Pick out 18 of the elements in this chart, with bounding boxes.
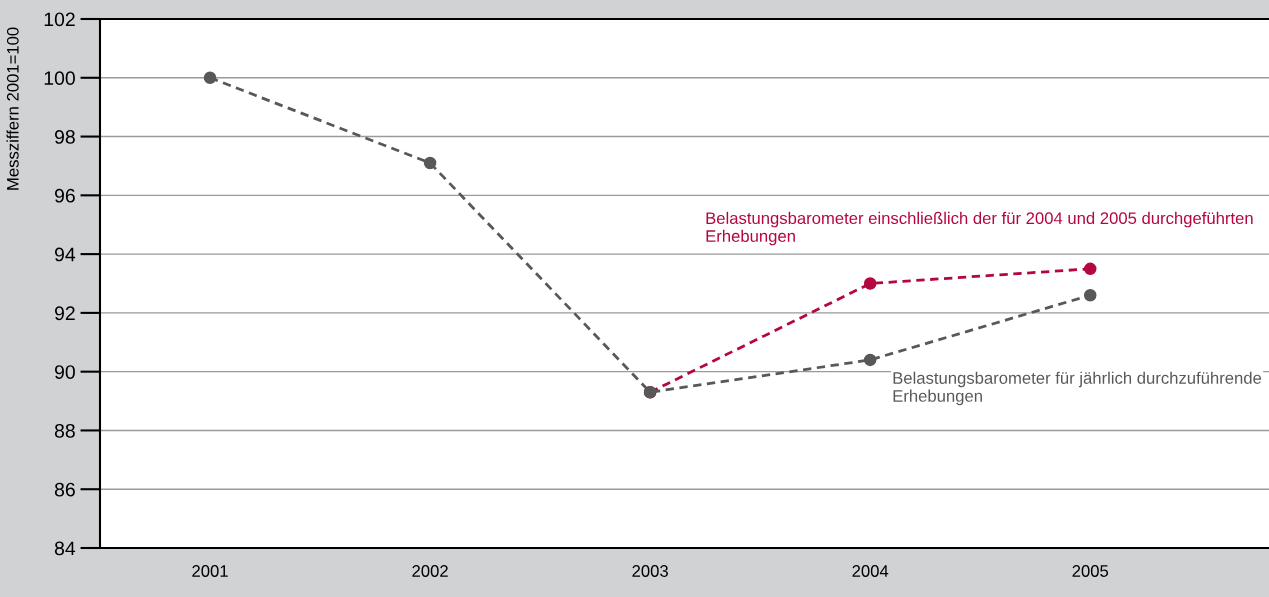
x-tick-label: 2003 xyxy=(632,565,668,577)
y-tick-label: 100 xyxy=(44,71,75,86)
y-tick-label: 94 xyxy=(54,247,76,262)
x-tick-label: 2001 xyxy=(192,565,228,577)
x-tick-label: 2002 xyxy=(412,565,448,577)
y-tick-label: 92 xyxy=(54,306,75,321)
x-tick-label: 2004 xyxy=(852,565,889,577)
y-tick-label: 102 xyxy=(44,12,75,27)
y-tick-label: 96 xyxy=(54,188,75,203)
y-tick-label: 84 xyxy=(54,541,76,556)
x-tick-label: 2005 xyxy=(1072,565,1109,577)
y-axis-title: Messziffern 2001=100 xyxy=(6,27,19,190)
y-tick-label: 98 xyxy=(54,130,75,144)
y-tick-label: 90 xyxy=(54,365,75,379)
y-tick-label: 88 xyxy=(54,423,75,438)
text: Belastungsbarometer einschließlich der für 2004 und 2005 durchgeführten Erhebungen xyxy=(706,211,1253,246)
series-label: Belastungsbarometer für jährlich durchzuführende Erhebungen xyxy=(893,371,1262,406)
y-tick-label: 86 xyxy=(54,482,75,497)
